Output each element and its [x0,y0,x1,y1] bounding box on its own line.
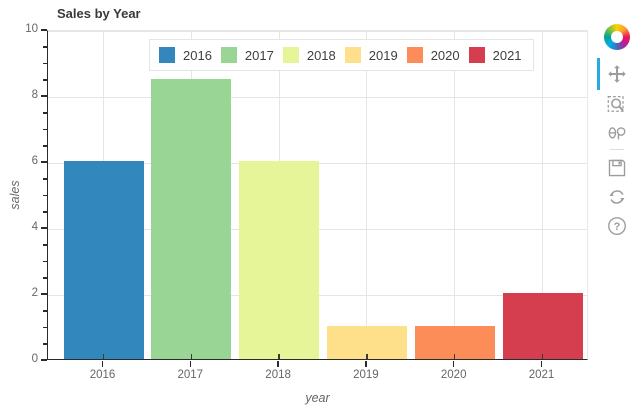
y-tick-label: 2 [31,287,38,299]
x-tick-label: 2018 [265,369,291,381]
x-axis-label: year [305,391,330,405]
save-tool-icon[interactable] [604,155,630,181]
x-inner-tick [102,354,105,359]
legend-swatch-2016 [159,47,175,63]
legend-label: 2018 [306,47,336,63]
x-tick-label: 2016 [89,369,116,381]
x-tick-label: 2020 [440,369,467,381]
bar-2016 [63,161,144,359]
x-tick-label: 2019 [353,369,379,381]
x-tick-label: 2021 [528,369,555,381]
gridline-horizontal [48,31,587,32]
wheel-zoom-tool-icon[interactable] [604,119,630,145]
x-inner-tick [453,354,456,359]
bar-2021 [502,293,583,359]
toolbar-separator [610,149,624,150]
legend-label: 2021 [492,47,522,63]
y-tick-label: 4 [31,221,38,233]
toolbar: ? [597,24,632,240]
legend-label: 2016 [183,47,212,63]
bars-layer [48,31,587,359]
gridline-vertical [366,31,368,359]
x-major-tick [277,361,279,367]
svg-text:?: ? [614,220,621,232]
gridline-horizontal [48,97,587,98]
legend-item-2020: 2020 [406,47,460,63]
gridline-vertical [542,31,543,359]
legend-item-2021: 2021 [468,47,522,63]
y-tick-label: 8 [31,89,38,101]
legend-swatch-2021 [468,47,485,63]
bar-2019 [326,326,407,359]
y-axis-label: sales [8,180,22,210]
x-major-tick [452,361,455,367]
legend: 2016 2017 2018 2019 2020 2021 [149,39,534,71]
x-inner-tick [190,354,193,359]
y-tick-label: 10 [25,23,38,35]
legend-item-2018: 2018 [282,47,336,63]
legend-swatch-2018 [282,47,299,63]
legend-item-2016: 2016 [159,47,212,63]
x-major-tick [365,361,367,367]
legend-swatch-2017 [220,47,237,63]
legend-swatch-2019 [344,47,361,63]
x-major-tick [189,361,192,367]
active-tool-indicator [597,57,600,90]
x-inner-tick [366,354,368,359]
bar-2018 [239,161,320,359]
chart-title: Sales by Year [57,6,141,21]
bar-2020 [414,326,495,359]
legend-swatch-2020 [406,47,423,63]
x-inner-tick [278,354,280,359]
bokeh-logo[interactable] [604,24,630,50]
bar-2017 [151,78,232,359]
plot-area[interactable]: 2016 2017 2018 2019 2020 2021 [47,30,588,360]
inner-ticks-layer [48,31,587,359]
y-tick-label: 6 [31,155,38,167]
x-inner-tick [541,354,544,359]
legend-label: 2017 [244,47,274,63]
x-major-tick [101,361,104,367]
help-tool-icon[interactable]: ? [604,213,630,239]
x-major-tick [540,361,543,367]
legend-label: 2020 [430,47,460,63]
y-tick-label: 0 [31,353,38,365]
legend-item-2017: 2017 [220,47,274,63]
pan-tool-icon[interactable] [597,57,630,90]
legend-label: 2019 [368,47,398,63]
gridline-vertical [454,31,456,359]
legend-item-2019: 2019 [344,47,398,63]
box-zoom-tool-icon[interactable] [604,90,630,116]
x-tick-label: 2017 [177,369,204,381]
reset-tool-icon[interactable] [604,184,630,210]
